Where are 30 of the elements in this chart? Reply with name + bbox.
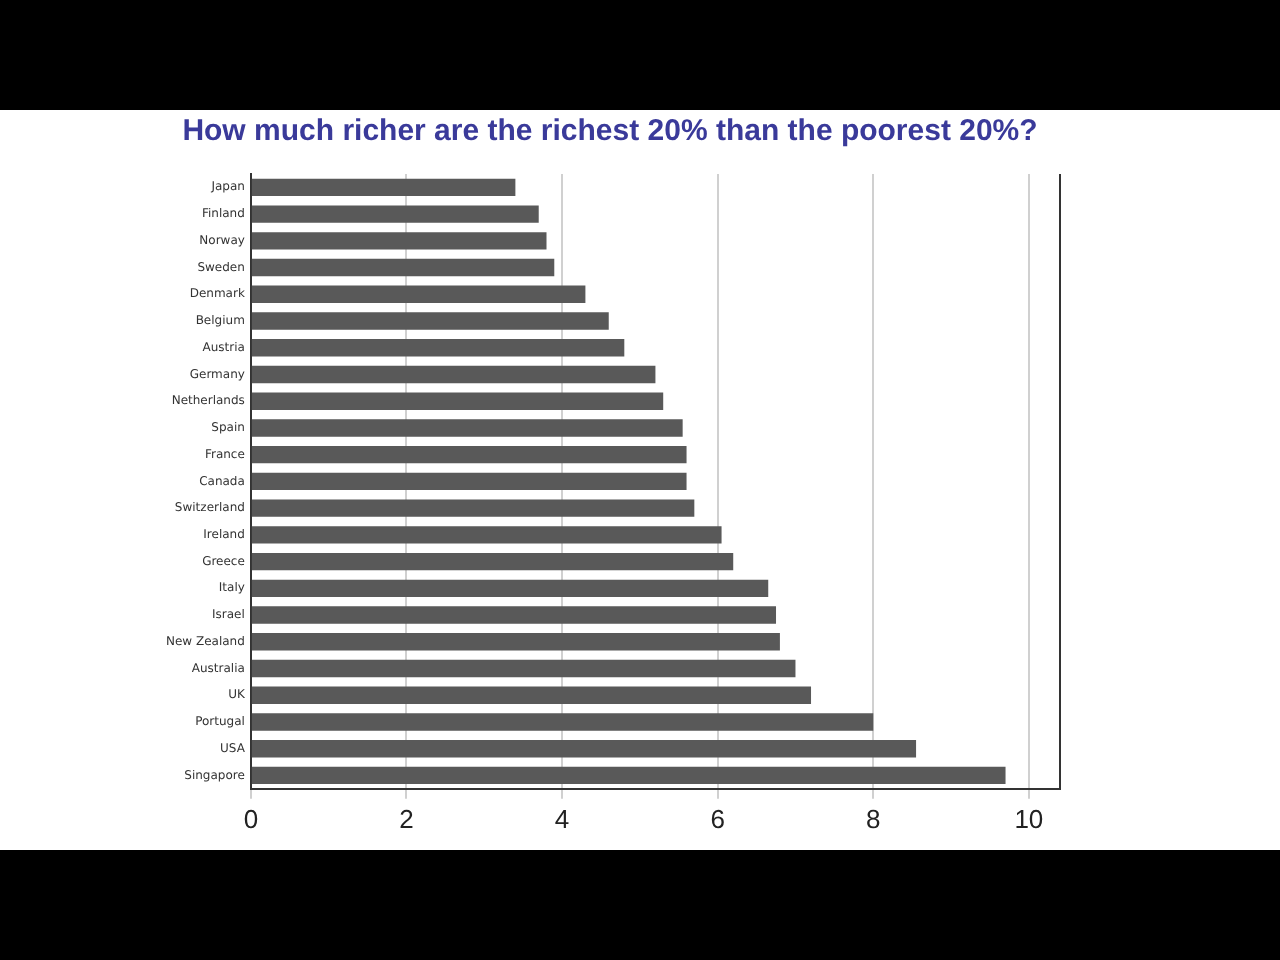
bar (251, 472, 687, 491)
bar (251, 766, 1006, 785)
bar (251, 232, 547, 250)
x-tick-label: 10 (1014, 803, 1044, 834)
bar (251, 686, 812, 704)
bar (251, 579, 769, 598)
bar (251, 659, 796, 678)
bar (251, 205, 539, 223)
bar (251, 552, 734, 571)
bar (251, 445, 687, 464)
bar (251, 392, 664, 410)
x-tick-label: 6 (710, 803, 725, 834)
bar (251, 365, 656, 384)
x-tick-label: 0 (243, 803, 259, 834)
bar (251, 285, 586, 303)
bar (251, 339, 625, 357)
bar (251, 713, 874, 731)
chart-title: How much richer are the richest 20% than the poorest 20%? (182, 114, 1038, 149)
bar (251, 740, 917, 758)
bar (251, 606, 777, 624)
x-tick-label: 4 (554, 803, 570, 834)
x-tick-label: 2 (399, 803, 414, 834)
bar (251, 499, 695, 517)
bar (251, 419, 683, 437)
bar (251, 258, 555, 277)
bar (251, 633, 780, 651)
x-tick-label: 8 (866, 803, 881, 834)
bar (251, 312, 609, 330)
bar (251, 526, 722, 544)
bar (251, 178, 516, 197)
